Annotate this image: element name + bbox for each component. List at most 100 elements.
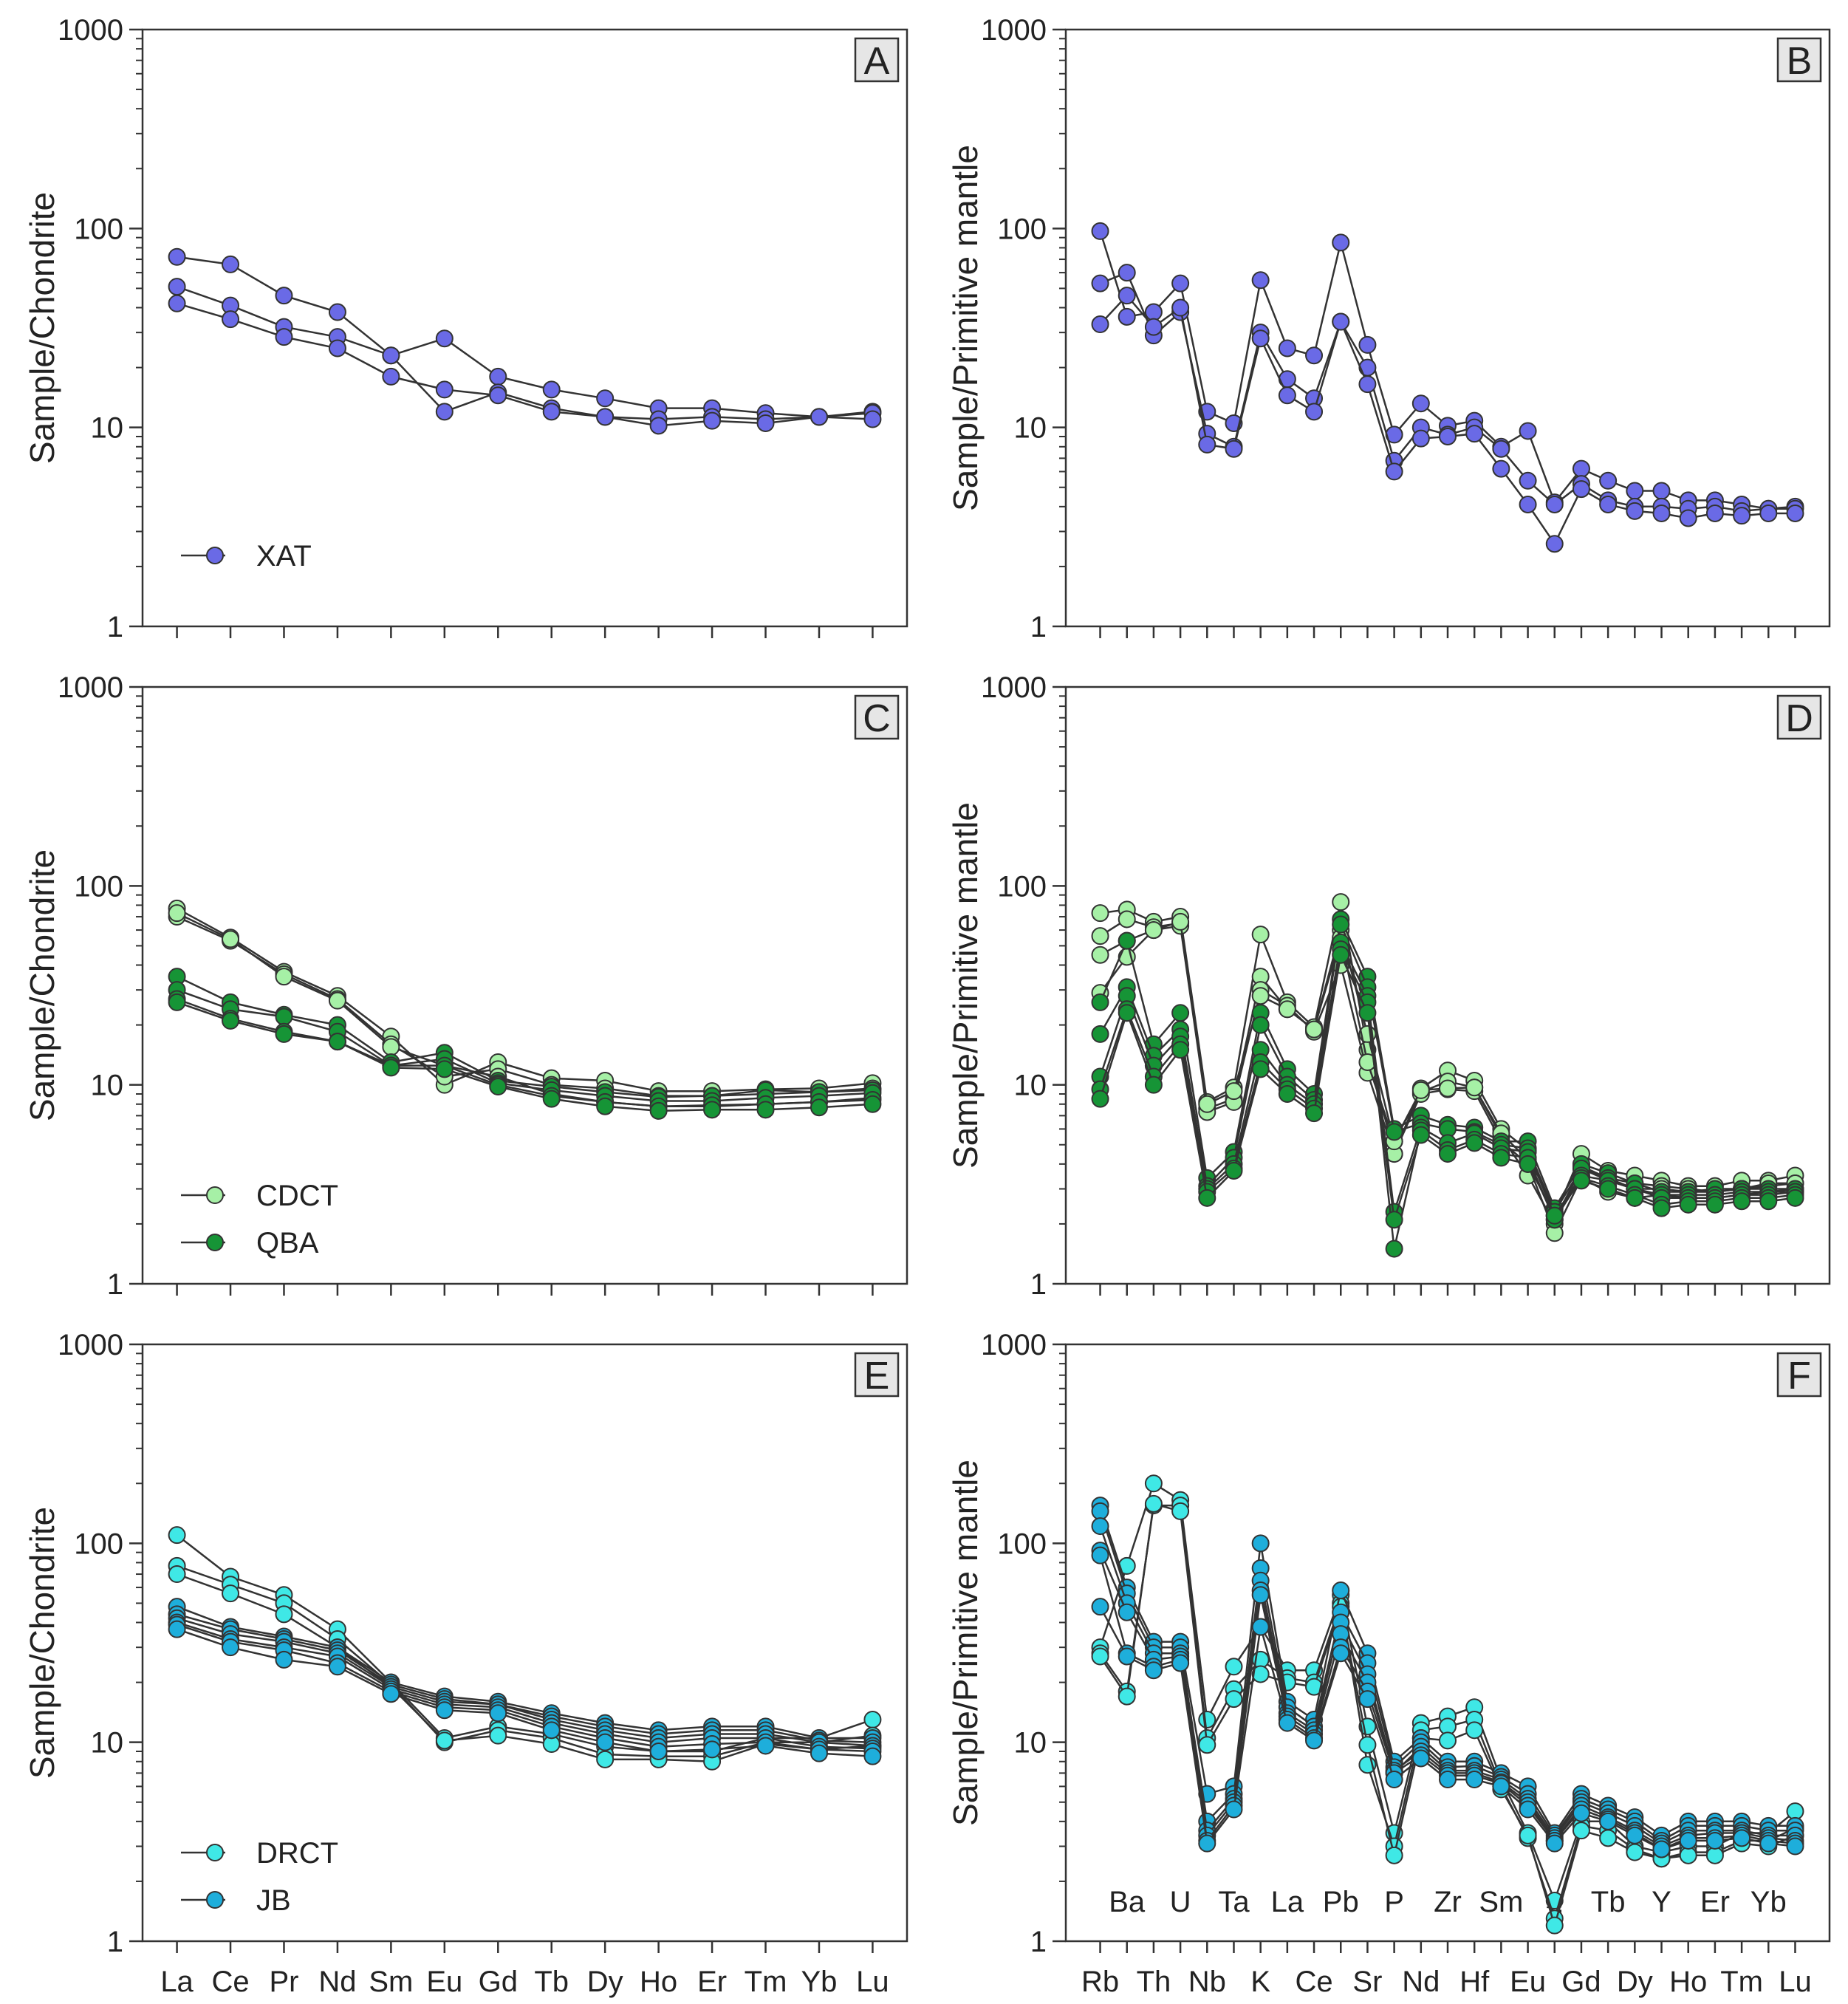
data-point-lu (1786, 1189, 1804, 1207)
x-tick-label: Tb (1591, 1886, 1626, 1918)
data-point-hf (1465, 1078, 1484, 1097)
y-tick-label: 1000 (58, 671, 123, 704)
data-point-zr (1439, 1079, 1457, 1098)
data-point-gd (489, 1704, 507, 1723)
data-point-la (168, 278, 186, 296)
data-point-pb (1332, 1644, 1350, 1663)
data-point-lu (1786, 504, 1804, 522)
data-point-ce (1305, 346, 1324, 365)
x-tick-label: Ho (1669, 1966, 1707, 1998)
series-line (177, 1617, 873, 1747)
y-tick-label: 1 (1030, 611, 1047, 643)
data-point-k (1251, 1586, 1270, 1604)
data-point-eu (1519, 422, 1537, 440)
data-point-gd (489, 367, 507, 386)
x-tick-label: Er (1700, 1886, 1730, 1918)
data-point-p (1385, 462, 1403, 481)
data-point-la (1278, 386, 1296, 405)
data-point-zr (1439, 1145, 1457, 1163)
data-point-pb (1332, 915, 1350, 934)
data-point-pr (275, 968, 293, 986)
y-tick-label: 10 (91, 1070, 124, 1102)
series-line (177, 1624, 873, 1753)
data-point-gd (1572, 1172, 1590, 1190)
y-axis-title: Sample/Chondrite (23, 849, 61, 1121)
data-point-ti (1545, 1916, 1564, 1935)
data-point-dy (596, 1097, 615, 1115)
data-point-nd (1411, 429, 1430, 448)
y-tick-label: 1000 (981, 1329, 1047, 1361)
data-point-nd (328, 1033, 346, 1051)
data-point-ho (1679, 509, 1697, 527)
data-point-gd (489, 1078, 507, 1096)
data-point-rb (1091, 1598, 1109, 1616)
data-point-yb (810, 1098, 828, 1117)
x-tick-label: Eu (426, 1966, 462, 1998)
y-axis-title: Sample/Chondrite (23, 192, 61, 464)
series-line (177, 915, 873, 1097)
x-tick-label: Lu (856, 1966, 889, 1998)
y-tick-label: 1 (107, 1926, 123, 1958)
data-point-tm (1733, 1829, 1751, 1847)
data-point-p (1385, 1211, 1403, 1229)
x-tick-label: Dy (587, 1966, 623, 1998)
plot-frame (1064, 28, 1831, 628)
data-point-rb (1091, 222, 1109, 240)
y-tick-label: 10 (1014, 1727, 1047, 1760)
data-point-lu (863, 1747, 882, 1765)
data-point-zr (1439, 427, 1457, 445)
x-tick-label: Tb (534, 1966, 569, 1998)
data-point-rb (1091, 945, 1109, 964)
data-point-yb (1759, 1192, 1778, 1211)
data-point-dy (596, 1733, 615, 1751)
data-point-eu (435, 1731, 454, 1750)
legend-marker (206, 1234, 224, 1251)
panel-label-box (1776, 1352, 1822, 1398)
data-point-y (1652, 482, 1671, 500)
y-tick-label: 1 (107, 611, 123, 643)
x-tick-label: Yb (801, 1966, 838, 1998)
x-tick-label: Pr (269, 1966, 298, 1998)
data-point-ce (222, 930, 240, 948)
series-line (177, 1621, 873, 1750)
series-jb-4 (168, 1598, 882, 1747)
data-point-gd (1572, 1822, 1590, 1840)
data-point-ce (1305, 403, 1324, 421)
data-point-ti (1545, 495, 1564, 513)
data-point-dy (1626, 482, 1644, 500)
series-xat-3 (1091, 287, 1804, 553)
data-point-ti (1545, 1206, 1564, 1225)
data-point-pr (275, 1025, 293, 1043)
x-tick-label: Dy (1617, 1966, 1653, 1998)
data-point-la (168, 904, 186, 923)
x-tick-label: Y (1652, 1886, 1671, 1918)
data-point-er (703, 411, 722, 430)
data-point-nd (1411, 394, 1430, 413)
series-xat-3 (168, 294, 882, 435)
y-tick-label: 1000 (58, 14, 123, 47)
series-line (176, 1534, 873, 1753)
data-point-ba (1118, 264, 1136, 282)
series-line (177, 302, 873, 427)
series-line (177, 1613, 873, 1743)
data-point-tb (1599, 1829, 1618, 1847)
data-point-pb (1332, 233, 1350, 252)
data-point-yb (1759, 1834, 1778, 1853)
data-point-sm (382, 1685, 400, 1703)
data-point-rb (1091, 1546, 1109, 1564)
y-axis-title: Sample/Chondrite (23, 1507, 61, 1779)
data-point-lu (863, 1710, 882, 1728)
data-point-eu (435, 380, 454, 399)
data-point-hf (1465, 1721, 1484, 1740)
data-point-ce (222, 1011, 240, 1030)
panel-label-box (854, 694, 900, 740)
x-tick-label: U (1170, 1886, 1191, 1918)
data-point-lu (863, 410, 882, 428)
x-tick-label: La (1271, 1886, 1304, 1918)
panel-label-box (1776, 694, 1822, 740)
data-point-gd (1572, 480, 1590, 499)
data-point-hf (1465, 425, 1484, 443)
data-point-k (1251, 1534, 1270, 1553)
data-point-ta (1225, 440, 1243, 458)
